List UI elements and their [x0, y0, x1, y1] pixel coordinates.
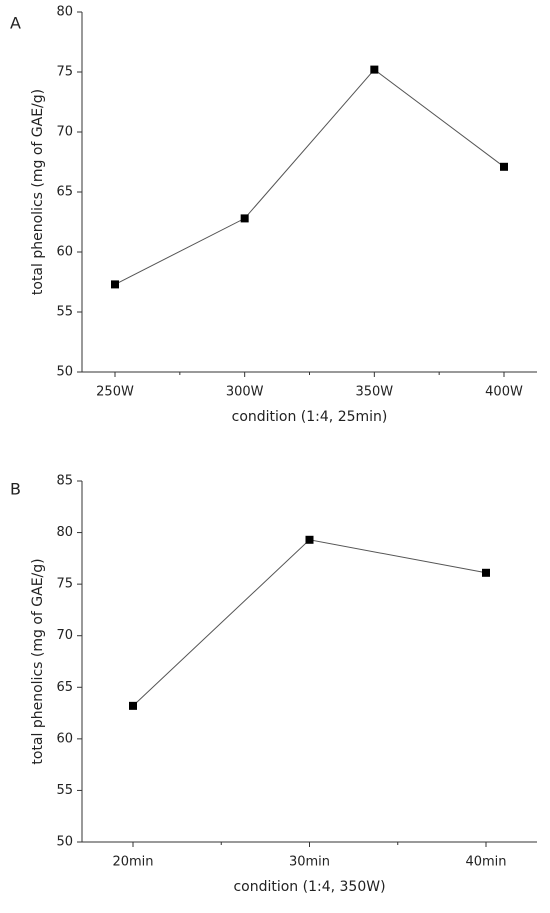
- y-tick-label: 60: [56, 731, 73, 746]
- x-tick-label: 250W: [96, 385, 134, 400]
- data-point: [111, 280, 119, 289]
- panel-label: A: [10, 14, 21, 33]
- y-tick-label: 80: [56, 5, 73, 20]
- x-tick-label: 300W: [226, 385, 264, 400]
- data-point: [370, 65, 379, 74]
- series-line: [132, 539, 487, 707]
- x-axis-label: condition (1:4, 25min): [232, 409, 388, 425]
- data-point: [305, 535, 314, 544]
- y-tick-label: 55: [56, 305, 73, 320]
- x-tick-label: 30min: [289, 855, 330, 870]
- y-tick-label: 65: [56, 185, 73, 200]
- y-tick-label: 60: [56, 245, 73, 260]
- x-tick-label: 20min: [112, 855, 153, 870]
- y-tick-label: 85: [56, 474, 73, 489]
- data-point: [240, 214, 249, 223]
- y-tick-label: 80: [56, 525, 73, 540]
- y-tick-label: 55: [56, 783, 73, 798]
- y-axis-label: total phenolics (mg of GAE/g): [30, 558, 46, 764]
- series-line: [114, 68, 505, 285]
- y-tick-label: 70: [56, 628, 73, 643]
- data-point: [482, 568, 490, 577]
- data-point: [129, 701, 137, 710]
- y-axis-label: total phenolics (mg of GAE/g): [30, 89, 46, 295]
- y-tick-label: 75: [56, 577, 73, 592]
- y-tick-label: 65: [56, 680, 73, 695]
- y-tick-label: 75: [56, 65, 73, 80]
- y-tick-label: 70: [56, 125, 73, 140]
- x-tick-label: 350W: [355, 385, 393, 400]
- y-tick-label: 50: [56, 835, 73, 850]
- x-axis-label: condition (1:4, 350W): [233, 879, 385, 895]
- panel-label: B: [10, 480, 21, 499]
- data-point: [500, 162, 508, 171]
- y-tick-label: 50: [56, 365, 73, 380]
- x-tick-label: 400W: [485, 385, 523, 400]
- x-tick-label: 40min: [465, 855, 506, 870]
